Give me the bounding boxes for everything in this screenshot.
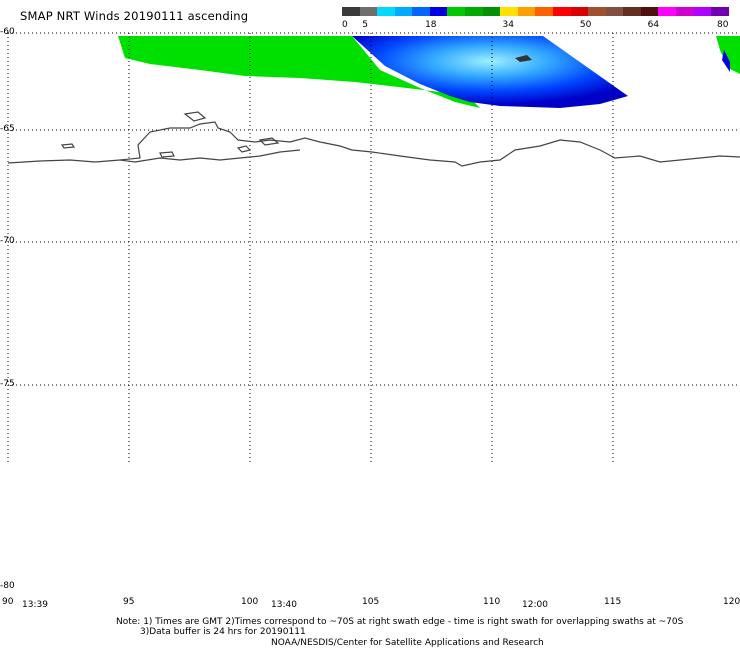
colorbar-tick-label: 64 xyxy=(647,20,660,30)
colorbar-segment xyxy=(500,7,518,16)
high-wind-swath xyxy=(352,36,628,108)
colorbar-segment xyxy=(711,7,729,16)
colorbar-tick-label: 18 xyxy=(425,20,437,30)
colorbar-segment xyxy=(394,7,413,16)
lat-label-60: -60 xyxy=(0,27,15,37)
lat-label-70: -70 xyxy=(0,236,15,246)
colorbar-tick-label: 5 xyxy=(362,20,368,30)
colorbar-segment xyxy=(465,7,483,16)
colorbar-tick-label: 80 xyxy=(717,20,729,30)
low-wind-swath xyxy=(118,36,480,108)
colorbar-segment xyxy=(535,7,553,16)
map-title: SMAP NRT Winds 20190111 ascending xyxy=(20,9,249,23)
lat-label-75: -75 xyxy=(0,379,15,389)
colorbar-segment xyxy=(482,7,501,16)
colorbar-segment xyxy=(605,7,624,16)
lon-label-105: 105 xyxy=(362,597,380,607)
colorbar-tick-label: 50 xyxy=(579,20,592,30)
colorbar-labels: 0 5 18 34 50 64 80 xyxy=(342,20,732,32)
lat-label-65: -65 xyxy=(0,124,15,134)
colorbar-segment xyxy=(377,7,395,16)
lon-label-110: 110 xyxy=(483,597,501,607)
lon-label-100: 100 xyxy=(241,597,259,607)
colorbar-tick-label: 0 xyxy=(342,20,348,30)
credit-line: NOAA/NESDIS/Center for Satellite Applica… xyxy=(271,638,544,648)
colorbar-segment xyxy=(429,7,448,16)
colorbar-segment xyxy=(640,7,659,16)
lon-label-115: 115 xyxy=(604,597,622,607)
colorbar-segment xyxy=(359,7,378,16)
colorbar-segment xyxy=(412,7,430,16)
colorbar-segment xyxy=(447,7,466,16)
swath-time: 13:40 xyxy=(271,600,297,610)
colorbar-segment xyxy=(693,7,712,16)
right-edge-swath xyxy=(716,36,740,74)
graticule xyxy=(7,32,740,465)
lon-label-120: 120 xyxy=(723,597,740,607)
swath-time: 13:39 xyxy=(22,600,48,610)
lon-label-90: 90 xyxy=(2,597,14,607)
colorbar-tick-label: 34 xyxy=(502,20,514,30)
lat-label-80: -80 xyxy=(0,581,15,591)
note-line-2: 3)Data buffer is 24 hrs for 20190111 xyxy=(140,627,306,637)
wind-speed-colorbar xyxy=(342,7,729,16)
right-edge-blue xyxy=(722,50,730,72)
colorbar-segment xyxy=(342,7,360,16)
colorbar-segment xyxy=(570,7,589,16)
note-line-1: Note: 1) Times are GMT 2)Times correspon… xyxy=(116,617,684,627)
lon-label-95: 95 xyxy=(123,597,135,607)
colorbar-segment xyxy=(588,7,606,16)
colorbar-segment xyxy=(658,7,676,16)
swath-time: 12:00 xyxy=(522,600,548,610)
colorbar-segment xyxy=(552,7,571,16)
antarctic-coastline xyxy=(7,111,740,167)
low-speed-patch xyxy=(515,55,532,62)
colorbar-segment xyxy=(623,7,641,16)
colorbar-segment xyxy=(517,7,536,16)
colorbar-segment xyxy=(675,7,694,16)
